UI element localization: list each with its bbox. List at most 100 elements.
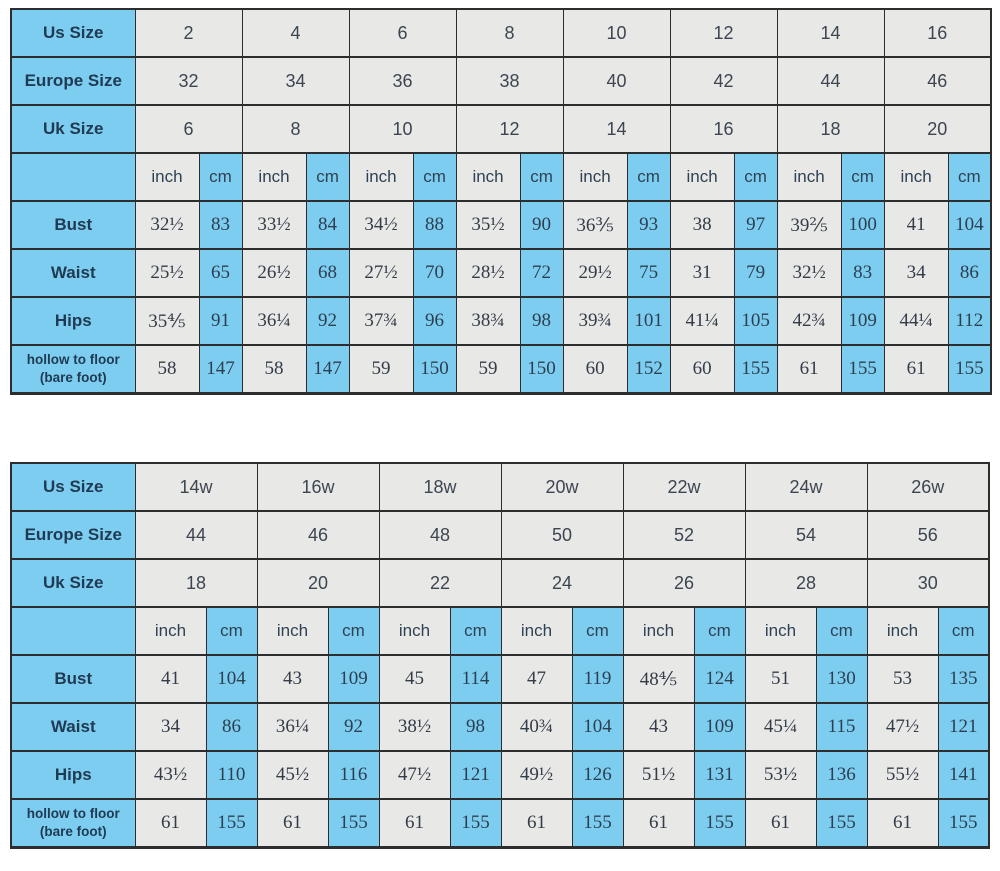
cm-unit-header-cell: cm (412, 152, 457, 202)
inch-unit-header-cell: inch (241, 152, 307, 202)
cm-value-cell: 152 (626, 344, 671, 395)
inch-value-cell: 33½ (241, 200, 307, 250)
inch-unit-header-cell: inch (256, 606, 329, 656)
size-value-cell: 16 (883, 8, 992, 58)
cm-unit-header-cell: cm (937, 606, 990, 656)
inch-value-cell: 61 (256, 798, 329, 849)
cm-value-cell: 155 (327, 798, 380, 849)
inch-value-cell: 53½ (744, 750, 817, 800)
inch-value-cell: 49½ (500, 750, 573, 800)
table-row-waist: Waist 25½ 65 26½ 68 27½ 70 28½ 72 29½ 75 31 79 32½ 83 3… (10, 248, 992, 298)
size-value-cell: 26 (622, 558, 746, 608)
cm-value-cell: 119 (571, 654, 624, 704)
cm-value-cell: 86 (947, 248, 992, 298)
inch-value-cell: 45 (378, 654, 451, 704)
inch-value-cell: 25½ (134, 248, 200, 298)
cm-value-cell: 130 (815, 654, 868, 704)
row-label: Us Size (10, 462, 136, 512)
size-value-cell: 20 (883, 104, 992, 154)
inch-value-cell: 28½ (455, 248, 521, 298)
inch-value-cell: 29½ (562, 248, 628, 298)
table-row-waist: Waist 34 86 36¼ 92 38½ 98 40¾ 104 43 109 45¼ 115 47½ 1… (10, 702, 990, 752)
cm-value-cell: 109 (327, 654, 380, 704)
row-label: Hips (10, 296, 136, 346)
size-value-cell: 46 (256, 510, 380, 560)
inch-value-cell: 59 (348, 344, 414, 395)
row-label: Uk Size (10, 104, 136, 154)
size-chart-table-plus-sizes: Us Size 14w 16w 18w 20w 22w 24w 26w Europe Size 4… (10, 462, 990, 849)
inch-unit-header-cell: inch (134, 152, 200, 202)
cm-value-cell: 112 (947, 296, 992, 346)
size-value-cell: 28 (744, 558, 868, 608)
inch-unit-header-cell: inch (500, 606, 573, 656)
row-label-line1: hollow to floor (26, 806, 120, 822)
cm-unit-header-cell: cm (626, 152, 671, 202)
cm-unit-header-cell: cm (815, 606, 868, 656)
inch-unit-header-cell: inch (883, 152, 949, 202)
inch-unit-header-cell: inch (744, 606, 817, 656)
cm-unit-header-cell: cm (327, 606, 380, 656)
size-value-cell: 6 (348, 8, 457, 58)
cm-unit-header-cell: cm (733, 152, 778, 202)
size-value-cell: 26w (866, 462, 990, 512)
size-value-cell: 8 (241, 104, 350, 154)
cm-value-cell: 70 (412, 248, 457, 298)
cm-value-cell: 92 (327, 702, 380, 752)
size-value-cell: 8 (455, 8, 564, 58)
row-label (10, 152, 136, 202)
inch-value-cell: 60 (669, 344, 735, 395)
inch-value-cell: 60 (562, 344, 628, 395)
inch-value-cell: 41 (883, 200, 949, 250)
cm-value-cell: 100 (840, 200, 885, 250)
inch-value-cell: 36¼ (256, 702, 329, 752)
size-value-cell: 46 (883, 56, 992, 106)
cm-value-cell: 155 (937, 798, 990, 849)
size-value-cell: 18 (134, 558, 258, 608)
inch-value-cell: 32½ (134, 200, 200, 250)
table-row-europe-size: Europe Size 44 46 48 50 52 54 56 (10, 510, 990, 560)
inch-unit-header-cell: inch (134, 606, 207, 656)
table-row-units: inch cm inch cm inch cm inch cm inch cm inch cm inch… (10, 606, 990, 656)
cm-unit-header-cell: cm (571, 606, 624, 656)
size-value-cell: 20w (500, 462, 624, 512)
inch-value-cell: 31 (669, 248, 735, 298)
inch-value-cell: 61 (622, 798, 695, 849)
cm-value-cell: 155 (693, 798, 746, 849)
cm-value-cell: 72 (519, 248, 564, 298)
row-label: Hips (10, 750, 136, 800)
cm-value-cell: 90 (519, 200, 564, 250)
cm-value-cell: 114 (449, 654, 502, 704)
inch-unit-header-cell: inch (378, 606, 451, 656)
cm-value-cell: 116 (327, 750, 380, 800)
size-value-cell: 2 (134, 8, 243, 58)
cm-unit-header-cell: cm (693, 606, 746, 656)
inch-value-cell: 61 (744, 798, 817, 849)
size-value-cell: 18 (776, 104, 885, 154)
cm-value-cell: 115 (815, 702, 868, 752)
size-value-cell: 38 (455, 56, 564, 106)
inch-unit-header-cell: inch (776, 152, 842, 202)
row-label: Us Size (10, 8, 136, 58)
inch-unit-header-cell: inch (866, 606, 939, 656)
cm-value-cell: 110 (205, 750, 258, 800)
size-value-cell: 34 (241, 56, 350, 106)
table-row-hips: Hips 43½ 110 45½ 116 47½ 121 49½ 126 51½ 131 53½ 136… (10, 750, 990, 800)
inch-value-cell: 35½ (455, 200, 521, 250)
inch-value-cell: 61 (776, 344, 842, 395)
inch-value-cell: 61 (134, 798, 207, 849)
inch-unit-header-cell: inch (622, 606, 695, 656)
cm-value-cell: 109 (693, 702, 746, 752)
inch-value-cell: 61 (378, 798, 451, 849)
cm-value-cell: 121 (937, 702, 990, 752)
cm-value-cell: 105 (733, 296, 778, 346)
cm-value-cell: 96 (412, 296, 457, 346)
inch-value-cell: 61 (883, 344, 949, 395)
table-row-us-size: Us Size 14w 16w 18w 20w 22w 24w 26w (10, 462, 990, 512)
cm-value-cell: 147 (198, 344, 243, 395)
row-label: hollow to floor (bare foot) (10, 798, 136, 849)
inch-value-cell: 47½ (866, 702, 939, 752)
cm-value-cell: 86 (205, 702, 258, 752)
row-label (10, 606, 136, 656)
table-row-hips: Hips 35⅘ 91 36¼ 92 37¾ 96 38¾ 98 39¾ 101 41¼ 105 42¾ 1… (10, 296, 992, 346)
